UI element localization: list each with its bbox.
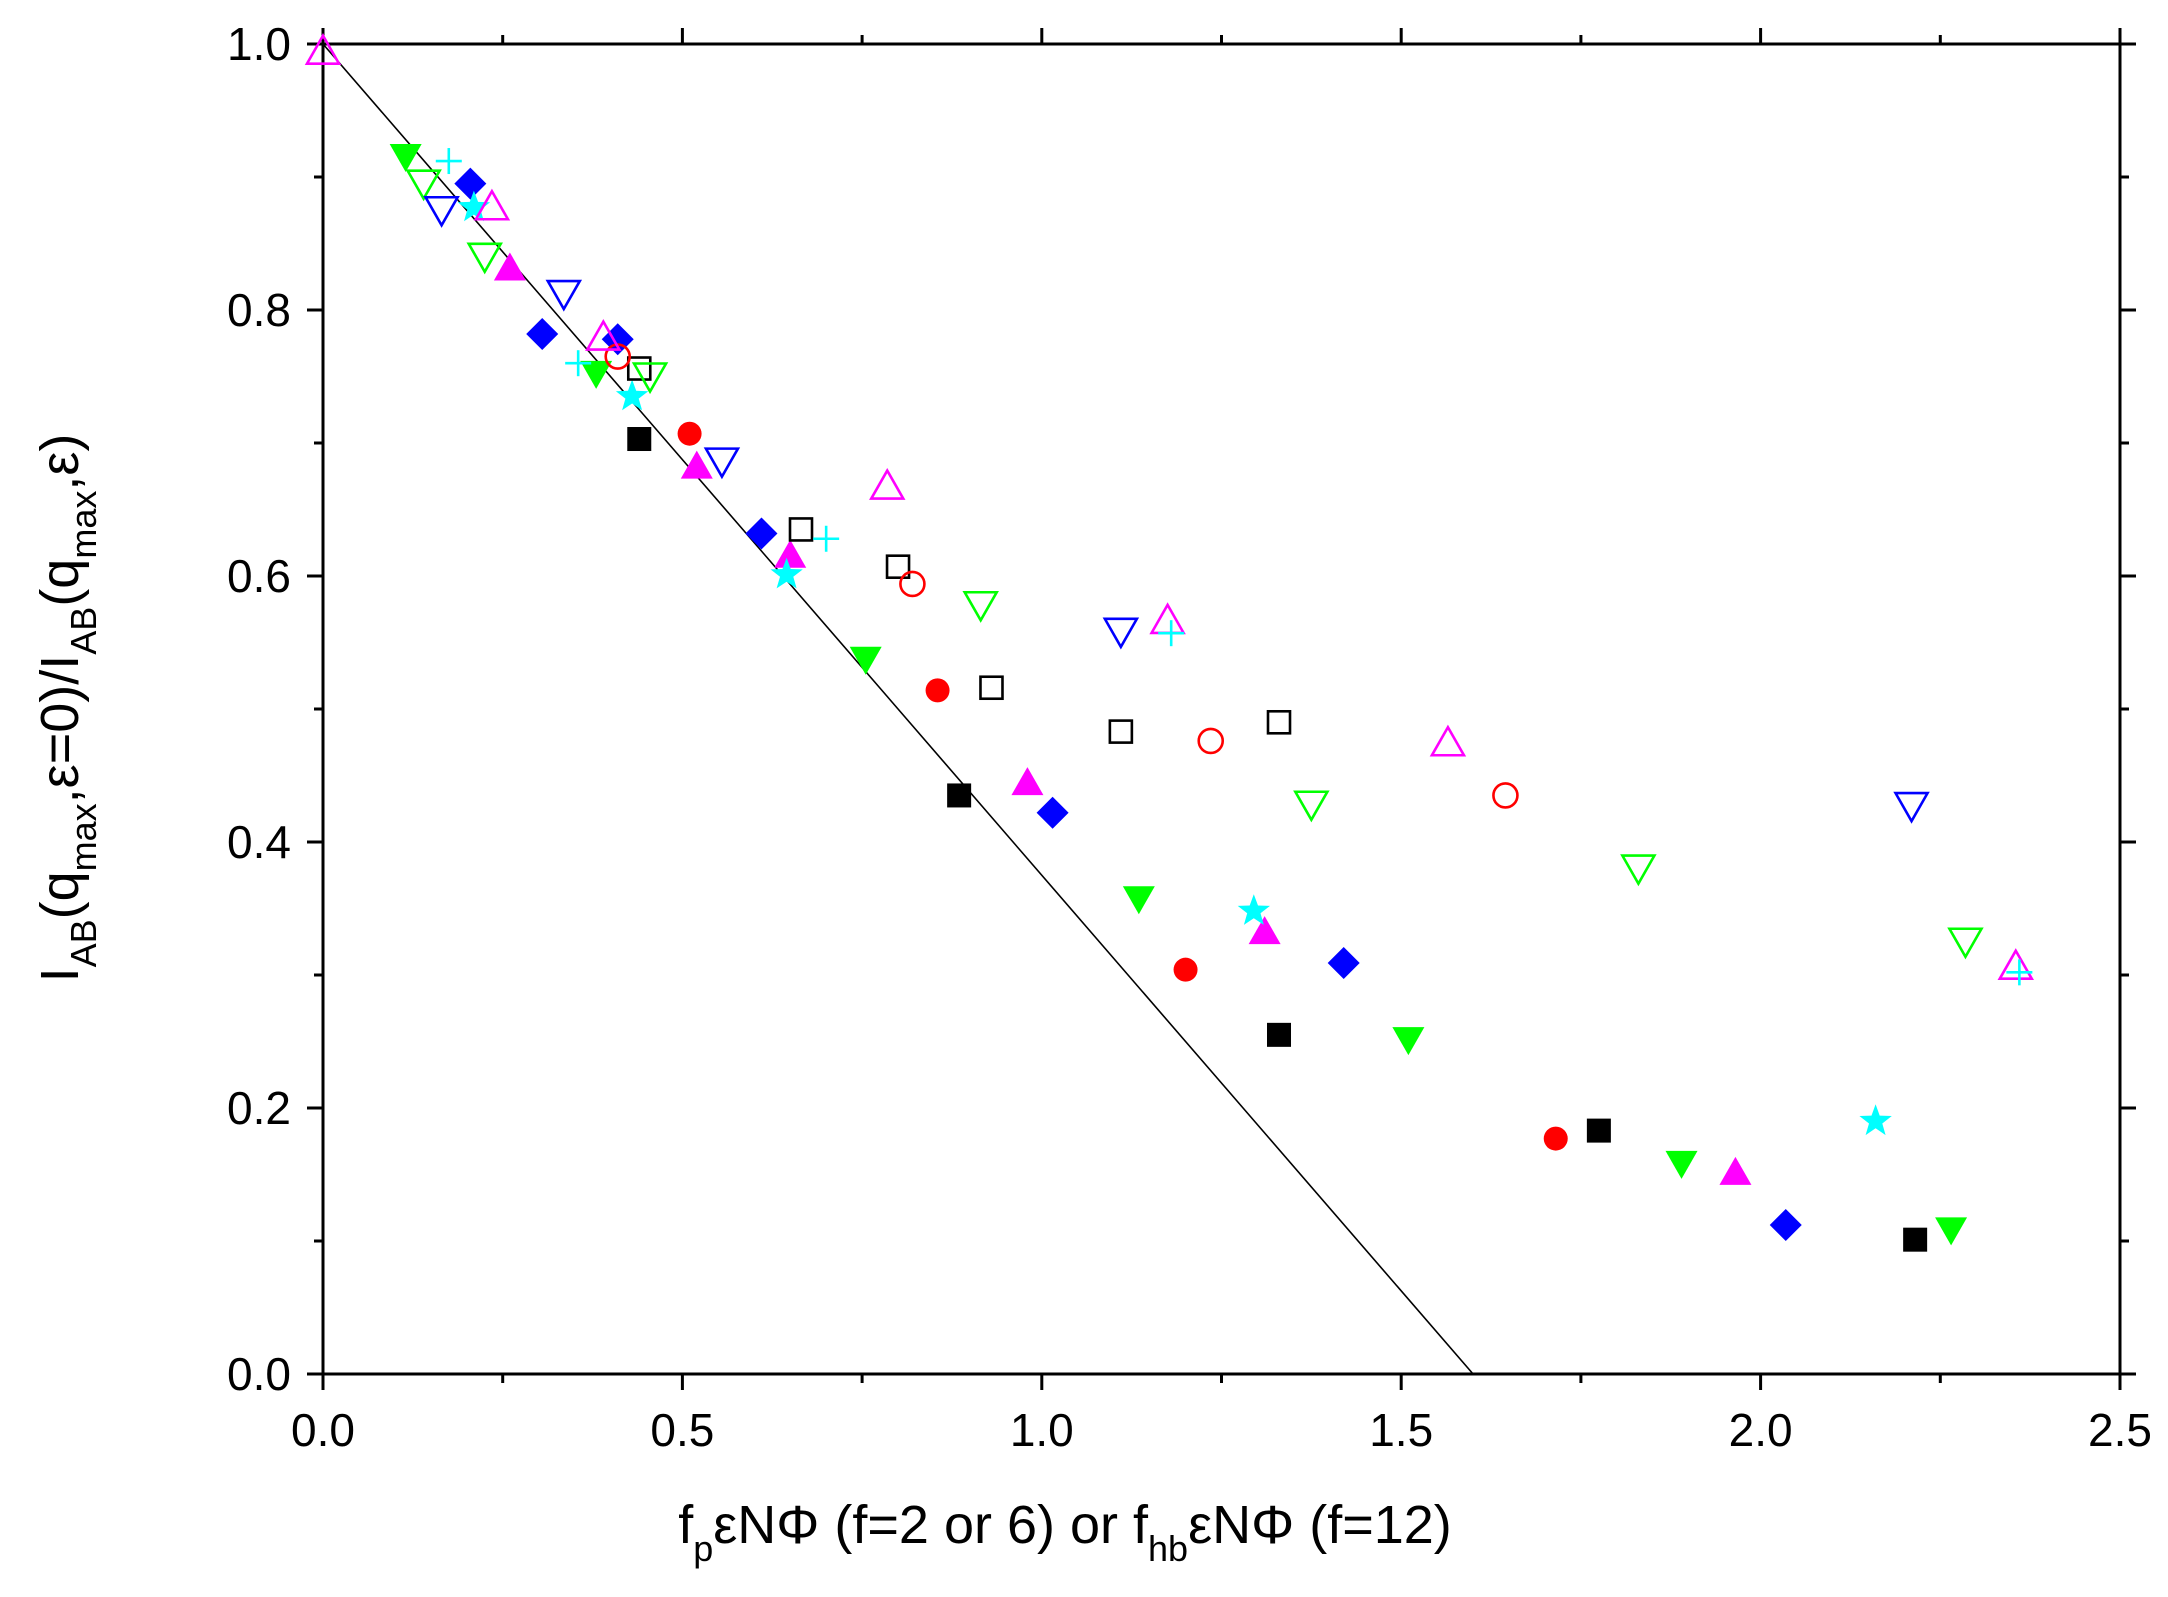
data-point-circle-filled [925,678,950,703]
ticks: 0.0 0.5 1.0 1.5 2.0 2.5 0.0 0.2 0.4 0.6 0.8 1.0 [227,18,2152,1456]
x-tick-label: 2.0 [1729,1404,1793,1456]
data-point-diamond-filled [745,517,778,550]
data-point-triangle-up-open [585,318,622,351]
y-tick-label: 0.0 [227,1348,291,1400]
x-tick-label: 1.5 [1369,1404,1433,1456]
data-point-triangle-up-open [1149,602,1186,635]
data-point-plus-open [2006,959,2033,986]
data-point-diamond-filled [454,167,487,200]
y-tick-label: 0.4 [227,816,291,868]
data-point-diamond-filled [1036,796,1069,829]
data-point-star-filled [615,379,649,411]
data-point-triangle-down-open [1947,927,1984,960]
data-point-square-filled [1903,1227,1928,1252]
data-point-triangle-up-filled [774,539,807,568]
data-point-triangle-down-filled [1665,1150,1698,1179]
data-point-triangle-down-filled [389,144,422,173]
data-point-square-open [885,554,911,579]
data-point-triangle-up-filled [1248,916,1281,945]
y-tick-label: 0.8 [227,284,291,336]
data-point-triangle-up-open [473,188,511,221]
data-point-triangle-down-filled [1935,1217,1968,1246]
data-point-star-filled [1859,1104,1892,1136]
data-point-triangle-down-open [466,242,503,275]
data-point-triangle-down-open [703,447,741,480]
y-axis-title: IAB(qmax,ε=0)/IAB(qmax,ε) [30,434,104,983]
data-point-triangle-up-filled [680,450,713,479]
y-tick-label: 0.2 [227,1082,291,1134]
data-point-square-open [1266,709,1292,735]
x-tick-label: 1.0 [1010,1404,1074,1456]
x-tick-label: 0.5 [650,1404,714,1456]
axes [321,42,2122,1376]
data-point-triangle-up-filled [493,252,526,281]
data-point-triangle-down-open [1620,854,1657,887]
data-point-triangle-down-open [1102,617,1140,650]
data-point-square-filled [627,427,652,452]
data-point-triangle-down-open [962,590,999,623]
data-point-triangle-up-filled [1719,1156,1752,1185]
data-points [304,33,2035,1252]
data-point-triangle-down-open [1893,791,1930,824]
data-point-triangle-up-open [304,33,342,65]
data-point-triangle-down-filled [1392,1027,1425,1056]
data-point-square-filled [1586,1118,1611,1143]
data-point-circle-filled [677,421,702,446]
data-point-triangle-up-open [1429,724,1467,757]
data-point-circle-open [1492,782,1519,809]
data-point-star-filled [770,557,803,589]
data-point-triangle-down-filled [580,360,613,389]
data-point-triangle-down-open [423,195,460,228]
data-point-square-open [979,675,1004,701]
data-point-plus-open [565,350,592,377]
data-point-plus-open [435,148,462,175]
data-point-triangle-down-filled [849,646,882,675]
data-point-square-filled [947,783,972,808]
data-point-square-open [626,356,652,381]
data-point-circle-filled [1173,957,1198,982]
data-point-triangle-down-open [545,279,583,312]
data-point-plus-open [1158,620,1185,647]
data-point-diamond-filled [1327,947,1360,980]
y-tick-label: 0.6 [227,550,291,602]
data-point-circle-filled [1543,1126,1568,1151]
data-point-triangle-up-open [869,467,906,500]
y-tick-label: 1.0 [227,18,291,70]
data-point-triangle-up-filled [1011,767,1044,796]
data-point-star-filled [457,190,491,222]
data-point-square-filled [1267,1022,1292,1047]
data-point-diamond-filled [526,317,559,350]
data-point-triangle-down-open [631,362,669,395]
data-point-triangle-up-open [1997,948,2035,980]
x-tick-label: 0.0 [291,1404,355,1456]
data-point-square-open [1108,719,1134,744]
data-point-triangle-down-open [1293,790,1330,823]
data-point-triangle-down-open [405,169,442,202]
data-point-plus-open [813,525,840,552]
data-point-circle-open [1197,727,1225,755]
x-axis-title: fpεNΦ (f=2 or 6) or fhbεNΦ (f=12) [678,1495,1452,1569]
data-point-triangle-down-filled [1122,886,1155,915]
plot-frame [321,42,2122,1376]
data-point-square-open [788,517,814,542]
x-tick-label: 2.5 [2088,1404,2152,1456]
data-point-circle-open [899,570,926,598]
data-point-diamond-filled [1769,1209,1802,1242]
data-point-star-filled [1237,894,1270,925]
